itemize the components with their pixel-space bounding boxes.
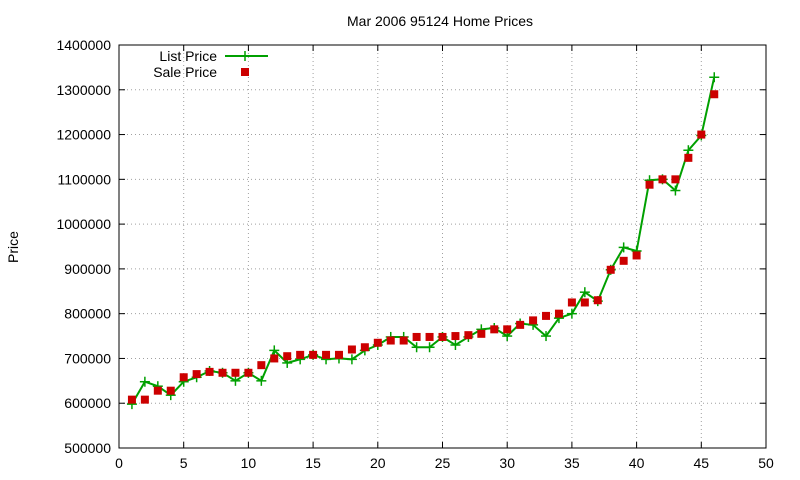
sale-price-point (296, 350, 305, 359)
sale-price-point (451, 332, 460, 341)
legend-label: List Price (159, 48, 217, 64)
sale-price-point (425, 332, 434, 341)
list-price-point (139, 376, 150, 387)
sale-price-point (593, 296, 602, 305)
grid-lines (119, 45, 766, 448)
sale-price-point (334, 350, 343, 359)
list-price-point (670, 185, 681, 196)
list-price-point (579, 287, 590, 298)
sale-price-point (283, 352, 292, 361)
sale-price-point (516, 320, 525, 329)
sale-price-point (710, 90, 719, 99)
legend-label: Sale Price (153, 64, 217, 80)
y-tick-label: 1300000 (56, 82, 111, 98)
sale-price-point (127, 395, 136, 404)
sale-price-point (270, 354, 279, 363)
sale-price-point (580, 298, 589, 307)
y-tick-label: 900000 (64, 261, 111, 277)
y-tick-label: 1200000 (56, 127, 111, 143)
sale-price-point (542, 311, 551, 320)
sale-price-point (567, 298, 576, 307)
x-tick-label: 15 (305, 455, 321, 471)
x-tick-label: 40 (629, 455, 645, 471)
sale-price-point (438, 332, 447, 341)
series-sale-price (127, 90, 719, 404)
legend-swatch-square (241, 68, 249, 76)
list-price-point (424, 342, 435, 353)
sale-price-point (645, 180, 654, 189)
list-price-point (256, 375, 267, 386)
sale-price-point (192, 370, 201, 379)
sale-price-point (322, 350, 331, 359)
x-tick-label: 35 (564, 455, 580, 471)
sale-price-point (360, 343, 369, 352)
sale-price-point (464, 331, 473, 340)
list-price-point (346, 354, 357, 365)
list-price-point (566, 308, 577, 319)
sale-price-point (205, 367, 214, 376)
sale-price-point (309, 350, 318, 359)
list-price-point (541, 331, 552, 342)
sale-price-point (257, 361, 266, 370)
sale-price-point (490, 325, 499, 334)
sale-price-point (619, 256, 628, 265)
sale-price-point (606, 265, 615, 274)
y-tick-label: 1100000 (58, 171, 112, 187)
x-tick-label: 10 (241, 455, 257, 471)
sale-price-point (684, 153, 693, 162)
sale-price-point (231, 368, 240, 377)
x-tick-label: 20 (370, 455, 386, 471)
sale-price-point (412, 332, 421, 341)
list-price-line (131, 76, 716, 405)
sale-price-point (140, 395, 149, 404)
sale-price-point (399, 336, 408, 345)
x-tick-label: 50 (758, 455, 774, 471)
x-tick-label: 0 (115, 455, 123, 471)
legend-swatch-plus (240, 51, 250, 61)
list-price-point (269, 345, 280, 356)
sale-price-point (632, 251, 641, 260)
y-tick-label: 500000 (64, 440, 111, 456)
list-price-point (411, 342, 422, 353)
list-price-point (230, 375, 241, 386)
x-tick-label: 30 (499, 455, 515, 471)
sale-price-point (658, 175, 667, 184)
list-price-point (709, 72, 720, 83)
list-price-point (683, 145, 694, 156)
sale-price-point (477, 329, 486, 338)
sale-price-point (218, 368, 227, 377)
y-axis-label: Price (5, 231, 21, 263)
sale-price-point (697, 130, 706, 139)
y-tick-label: 600000 (64, 395, 111, 411)
sale-price-point (244, 368, 253, 377)
sale-price-point (373, 338, 382, 347)
y-tick-label: 1400000 (56, 37, 111, 53)
y-tick-label: 700000 (64, 350, 111, 366)
plot-area (126, 72, 720, 410)
list-price-point (450, 340, 461, 351)
sale-price-point (671, 175, 680, 184)
x-tick-label: 45 (694, 455, 710, 471)
sale-price-point (554, 309, 563, 318)
axes: 0 5 10 15 20 25 30 35 40 45 50 500000 600000 700000 80… (56, 37, 774, 471)
x-tick-label: 5 (180, 455, 188, 471)
x-tick-label: 25 (435, 455, 451, 471)
sale-price-point (529, 316, 538, 325)
sale-price-point (347, 345, 356, 354)
y-tick-label: 1000000 (56, 216, 111, 232)
sale-price-point (153, 386, 162, 395)
list-price-point (618, 242, 629, 253)
chart-title: Mar 2006 95124 Home Prices (347, 13, 533, 29)
sale-price-point (166, 386, 175, 395)
sale-price-point (386, 336, 395, 345)
sale-price-point (179, 373, 188, 382)
y-tick-label: 800000 (64, 306, 111, 322)
sale-price-point (503, 325, 512, 334)
